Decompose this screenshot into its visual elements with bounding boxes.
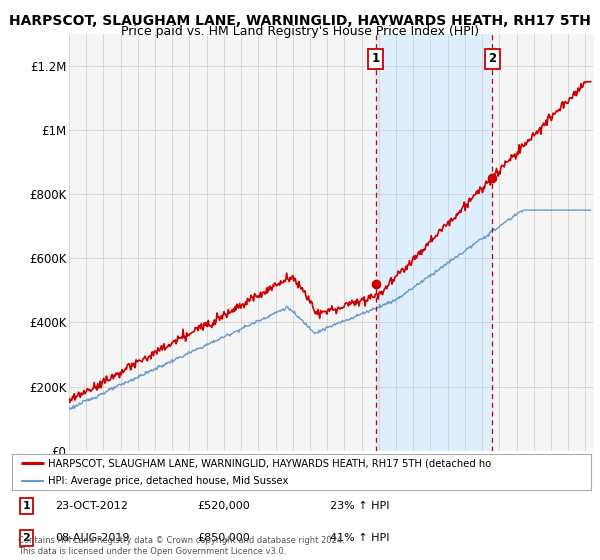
Text: £520,000: £520,000 xyxy=(197,501,250,511)
Text: £850,000: £850,000 xyxy=(197,533,250,543)
Text: 08-AUG-2019: 08-AUG-2019 xyxy=(55,533,130,543)
Text: HPI: Average price, detached house, Mid Sussex: HPI: Average price, detached house, Mid … xyxy=(49,476,289,486)
Text: HARPSCOT, SLAUGHAM LANE, WARNINGLID, HAYWARDS HEATH, RH17 5TH: HARPSCOT, SLAUGHAM LANE, WARNINGLID, HAY… xyxy=(9,14,591,28)
Text: 2: 2 xyxy=(23,533,31,543)
Text: 23-OCT-2012: 23-OCT-2012 xyxy=(55,501,128,511)
Text: Contains HM Land Registry data © Crown copyright and database right 2024.
This d: Contains HM Land Registry data © Crown c… xyxy=(18,536,344,556)
Bar xyxy=(376,34,493,451)
Text: 23% ↑ HPI: 23% ↑ HPI xyxy=(331,501,390,511)
Text: 1: 1 xyxy=(371,53,380,66)
Text: HARPSCOT, SLAUGHAM LANE, WARNINGLID, HAYWARDS HEATH, RH17 5TH (detached ho: HARPSCOT, SLAUGHAM LANE, WARNINGLID, HAY… xyxy=(49,459,492,468)
Text: 1: 1 xyxy=(23,501,31,511)
Text: 2: 2 xyxy=(488,53,497,66)
Text: 41% ↑ HPI: 41% ↑ HPI xyxy=(331,533,390,543)
Text: Price paid vs. HM Land Registry's House Price Index (HPI): Price paid vs. HM Land Registry's House … xyxy=(121,25,479,38)
